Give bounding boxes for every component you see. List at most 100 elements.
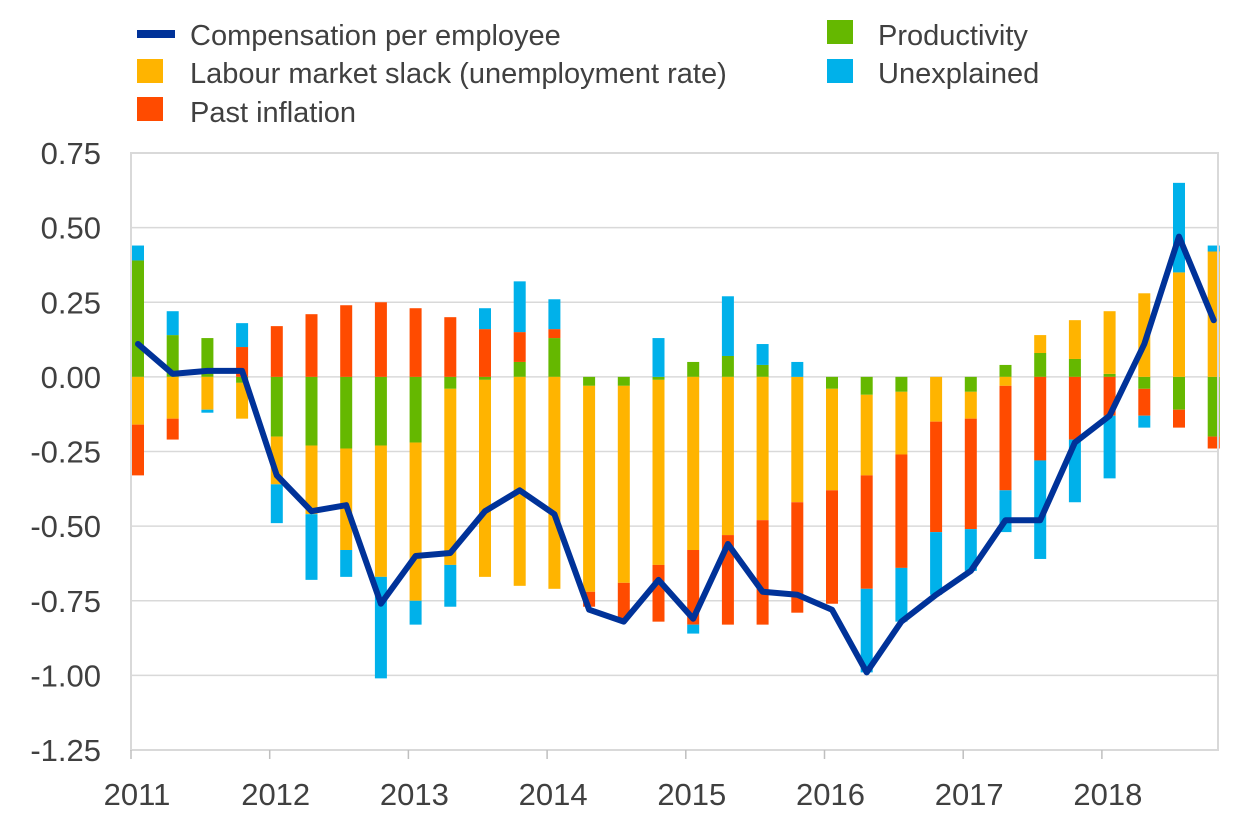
bar-segment	[513, 332, 526, 362]
bar-segment	[1138, 415, 1151, 428]
bar-segment	[513, 376, 526, 586]
legend: Compensation per employee Labour market …	[137, 20, 1039, 129]
bar-segment	[270, 484, 283, 524]
bar-segment	[617, 385, 630, 583]
plot-frame	[130, 152, 1219, 751]
bar-segment	[756, 344, 769, 365]
bar-segment	[860, 475, 873, 589]
bar-segment	[1068, 320, 1081, 359]
bar-segment	[756, 364, 769, 377]
x-axis: 2011 2012 2013 2014 2015 2016 2017 2018	[104, 750, 1142, 812]
legend-swatch-inflation	[137, 97, 163, 121]
bar-segment	[895, 376, 908, 392]
bar-segment	[617, 376, 630, 386]
bar-segment	[895, 567, 908, 622]
bar-segment	[1138, 388, 1151, 416]
y-tick-label: 0.25	[41, 285, 101, 320]
bar-segment	[930, 421, 943, 533]
bar-segment	[132, 245, 144, 261]
bar-segment	[444, 376, 457, 389]
bar-segment	[132, 376, 144, 425]
bar-segment	[1034, 460, 1047, 559]
bar-segment	[236, 323, 249, 348]
bar-segment	[860, 376, 873, 395]
legend-swatch-unexplained	[827, 59, 853, 83]
bar-segment	[270, 326, 283, 377]
bar-segment	[201, 338, 214, 377]
bar-segment	[340, 376, 353, 449]
bar-segment	[166, 418, 179, 440]
bar-segment	[1173, 272, 1185, 377]
bar-segment	[964, 391, 977, 419]
bar-segment	[409, 376, 422, 443]
x-tick-label: 2012	[241, 777, 310, 812]
bar-segment	[444, 564, 457, 607]
bar-segment	[1138, 376, 1151, 389]
bar-segment	[479, 308, 491, 330]
bar-segment	[236, 382, 249, 419]
x-tick-label: 2015	[657, 777, 726, 812]
bar-segment	[548, 376, 561, 589]
x-tick-label: 2013	[380, 777, 449, 812]
bar-segment	[756, 520, 769, 625]
bar-segment	[1068, 358, 1081, 377]
bar-segment	[617, 582, 630, 619]
x-tick-label: 2014	[519, 777, 588, 812]
bar-segment	[930, 532, 943, 595]
bar-segment	[687, 361, 700, 377]
bar-segment	[479, 376, 491, 380]
y-tick-label: 0.75	[41, 136, 101, 171]
bar-segment	[305, 376, 318, 446]
y-tick-label: -0.75	[30, 584, 101, 619]
bar-segment	[1173, 376, 1185, 410]
bar-segment	[964, 376, 977, 392]
bar-segment	[964, 529, 977, 571]
bar-segment	[1173, 409, 1185, 428]
bar-segment	[132, 260, 144, 377]
bar-segment	[444, 388, 457, 565]
bar-segment	[1034, 335, 1047, 353]
bar-segment	[166, 311, 179, 336]
bar-segment	[1103, 415, 1116, 479]
bar-segment	[166, 335, 179, 377]
y-tick-label: 0.00	[41, 360, 101, 395]
bar-segment	[201, 409, 214, 413]
bar-segment	[409, 442, 422, 601]
bar-segment	[1068, 376, 1081, 440]
bar-segment	[1207, 376, 1220, 437]
legend-label-labour: Labour market slack (unemployment rate)	[190, 58, 727, 90]
bar-segment	[895, 454, 908, 568]
bar-segment	[860, 588, 873, 673]
bar-segment	[791, 361, 804, 377]
bar-segment	[166, 376, 179, 419]
legend-label-compensation: Compensation per employee	[190, 20, 561, 52]
bar-segment	[409, 600, 422, 625]
bar-segment	[513, 281, 526, 333]
bar-segment	[270, 376, 283, 437]
y-tick-label: -1.00	[30, 658, 101, 693]
bar-segment	[791, 502, 804, 613]
bar-segment	[479, 329, 491, 377]
bar-segment	[201, 376, 214, 410]
bar-segment	[652, 564, 665, 622]
y-axis: 0.75 0.50 0.25 0.00 -0.25 -0.50 -0.75 -1.00 -1.2…	[30, 136, 101, 768]
plot-area	[130, 152, 1220, 751]
bar-segment	[652, 376, 665, 380]
bar-segment	[583, 376, 596, 386]
compensation-line	[135, 233, 1217, 676]
y-tick-label: -1.25	[30, 733, 101, 768]
bar-segment	[1103, 311, 1116, 374]
bar-segment	[340, 550, 353, 577]
bar-segment	[721, 296, 734, 356]
legend-swatch-productivity	[827, 20, 853, 44]
x-tick-label: 2011	[104, 777, 171, 812]
bar-segment	[513, 361, 526, 377]
bar-segment	[687, 376, 700, 551]
x-tick-label: 2016	[796, 777, 865, 812]
bar-segment	[479, 379, 491, 577]
bar-segment	[791, 376, 804, 503]
bar-segment	[652, 379, 665, 565]
bar-segment	[340, 305, 353, 377]
legend-label-productivity: Productivity	[878, 20, 1028, 52]
